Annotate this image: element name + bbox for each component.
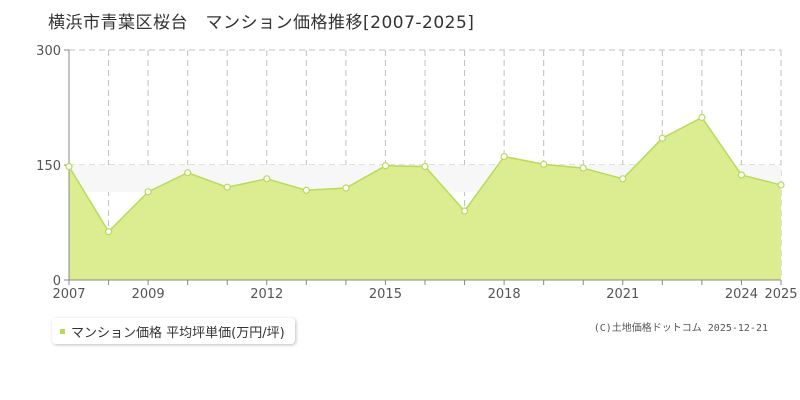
data-point bbox=[777, 181, 785, 189]
data-point bbox=[698, 113, 706, 122]
data-point bbox=[658, 134, 666, 142]
legend-swatch bbox=[60, 328, 65, 334]
x-tick-label: 2025 bbox=[764, 287, 797, 302]
chart-title: 横浜市青葉区桜台 マンション価格推移[2007-2025] bbox=[48, 13, 475, 33]
data-point bbox=[737, 171, 746, 179]
data-point bbox=[263, 175, 271, 183]
x-tick-label: 2012 bbox=[250, 287, 283, 302]
x-tick-label: 2018 bbox=[488, 287, 521, 302]
x-tick-label: 2024 bbox=[725, 287, 758, 302]
data-point bbox=[579, 164, 587, 172]
data-point bbox=[223, 183, 231, 191]
data-point bbox=[302, 186, 310, 194]
data-point bbox=[421, 162, 429, 171]
data-point bbox=[540, 160, 548, 168]
data-point bbox=[500, 152, 508, 161]
data-point bbox=[460, 207, 469, 215]
data-point bbox=[619, 175, 627, 183]
data-markers bbox=[65, 113, 785, 236]
x-tick-label: 2021 bbox=[606, 287, 639, 302]
tick-labels: 0 150 300 2007 2009 2012 2015 2018 2021 2024 2025 bbox=[36, 44, 797, 302]
x-tick-label: 2015 bbox=[369, 287, 402, 302]
y-tick-label: 150 bbox=[36, 159, 61, 174]
data-point bbox=[381, 162, 390, 170]
x-tick-label: 2007 bbox=[52, 287, 85, 302]
legend: マンション価格 平均坪単価(万円/坪) bbox=[52, 318, 295, 344]
area-fill bbox=[69, 117, 781, 280]
y-tick-label: 0 bbox=[53, 274, 61, 289]
data-point bbox=[342, 184, 350, 192]
y-tick-label: 300 bbox=[36, 44, 61, 59]
data-point bbox=[184, 169, 192, 177]
data-point bbox=[144, 188, 152, 196]
legend-label: マンション価格 平均坪単価(万円/坪) bbox=[71, 325, 285, 341]
copyright-text: (C)土地価格ドットコム 2025-12-21 bbox=[593, 323, 768, 334]
data-point bbox=[65, 162, 73, 171]
data-point bbox=[104, 228, 113, 236]
x-tick-label: 2009 bbox=[132, 287, 165, 302]
